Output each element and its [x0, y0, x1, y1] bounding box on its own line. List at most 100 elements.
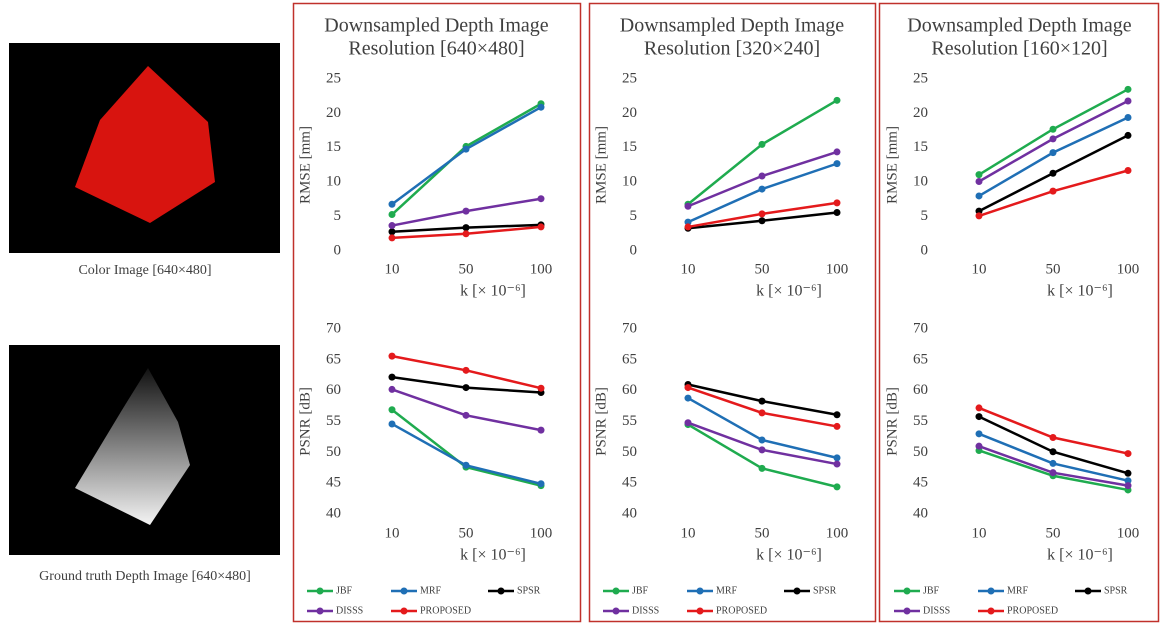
marker [975, 178, 983, 186]
marker [975, 212, 983, 220]
marker [758, 409, 766, 417]
legend-label: JBF [336, 585, 353, 596]
marker [758, 397, 766, 405]
y-tick-label: 5 [334, 208, 342, 224]
marker [462, 411, 470, 419]
y-tick-label: 25 [622, 70, 637, 86]
y-tick-label: 15 [622, 139, 637, 155]
legend-marker [316, 587, 324, 595]
marker [758, 446, 766, 454]
marker [833, 411, 841, 419]
x-tick-label: 50 [1046, 261, 1061, 277]
panel-title: Resolution [320×240] [644, 38, 820, 60]
marker [758, 210, 766, 218]
panel-title: Resolution [640×480] [348, 38, 524, 60]
y-tick-label: 10 [326, 174, 341, 190]
marker [1049, 125, 1057, 133]
x-tick-label: 100 [1117, 261, 1140, 277]
legend-marker [316, 607, 324, 615]
x-tick-label: 100 [1117, 525, 1140, 541]
series-line [391, 422, 542, 485]
legend-label: DISSS [336, 605, 363, 616]
marker [1124, 477, 1132, 485]
y-tick-label: 55 [622, 413, 637, 429]
marker [975, 171, 983, 179]
marker [388, 385, 396, 393]
marker [537, 426, 545, 434]
x-tick-label: 10 [385, 525, 400, 541]
legend-marker [400, 587, 408, 595]
marker [684, 202, 692, 210]
legend-label: PROPOSED [716, 605, 767, 616]
y-tick-label: 50 [913, 444, 928, 460]
marker [758, 217, 766, 225]
y-tick-label: 45 [913, 475, 928, 491]
x-tick-label: 50 [755, 525, 770, 541]
y-tick-label: 0 [921, 242, 929, 258]
legend-marker [612, 587, 620, 595]
legend-label: MRF [716, 585, 738, 596]
marker [1049, 169, 1057, 177]
marker [1124, 167, 1132, 175]
y-tick-label: 40 [622, 505, 637, 521]
marker [388, 211, 396, 219]
y-tick-label: 55 [326, 413, 341, 429]
panel-border [878, 2, 1160, 623]
marker [388, 200, 396, 208]
marker [833, 454, 841, 462]
legend-marker [987, 607, 995, 615]
x-tick-label: 10 [681, 525, 696, 541]
legend-marker [497, 587, 505, 595]
x-tick-label: 10 [972, 525, 987, 541]
marker [975, 413, 983, 421]
marker [1124, 114, 1132, 122]
caption: Color Image [640×480] [78, 263, 211, 278]
marker [462, 145, 470, 153]
marker [758, 140, 766, 148]
marker [833, 96, 841, 104]
x-axis-label: k [× 10⁻⁶] [460, 547, 526, 564]
y-axis-label: PSNR [dB] [884, 387, 900, 456]
y-tick-label: 45 [622, 475, 637, 491]
x-axis-label: k [× 10⁻⁶] [1047, 283, 1113, 300]
y-tick-label: 50 [622, 444, 637, 460]
marker [684, 384, 692, 392]
panel-title: Resolution [160×120] [931, 38, 1107, 60]
marker [684, 394, 692, 402]
marker [833, 208, 841, 216]
marker [1049, 135, 1057, 143]
x-tick-label: 10 [972, 261, 987, 277]
marker [388, 228, 396, 236]
marker [758, 436, 766, 444]
legend-marker [696, 587, 704, 595]
series-line [391, 388, 542, 432]
marker [1049, 149, 1057, 157]
marker [833, 199, 841, 207]
legend-marker [1084, 587, 1092, 595]
y-tick-label: 25 [326, 70, 341, 86]
marker [537, 195, 545, 203]
series-line [978, 406, 1129, 455]
series-line [391, 106, 542, 206]
legend-label: JBF [632, 585, 649, 596]
panel-title: Downsampled Depth Image [324, 15, 549, 37]
marker [388, 234, 396, 242]
y-tick-label: 70 [913, 320, 928, 336]
y-tick-label: 70 [326, 320, 341, 336]
x-tick-label: 50 [1046, 525, 1061, 541]
legend-label: MRF [420, 585, 442, 596]
x-axis-label: k [× 10⁻⁶] [756, 283, 822, 300]
panel-border [588, 2, 877, 623]
y-tick-label: 0 [334, 242, 342, 258]
marker [975, 430, 983, 438]
marker [833, 422, 841, 430]
cube [75, 368, 190, 525]
marker [1049, 187, 1057, 195]
marker [758, 172, 766, 180]
legend-marker [903, 607, 911, 615]
series-line [687, 386, 838, 428]
marker [462, 224, 470, 232]
y-tick-label: 65 [622, 351, 637, 367]
y-tick-label: 20 [326, 105, 341, 121]
legend-label: DISSS [632, 605, 659, 616]
